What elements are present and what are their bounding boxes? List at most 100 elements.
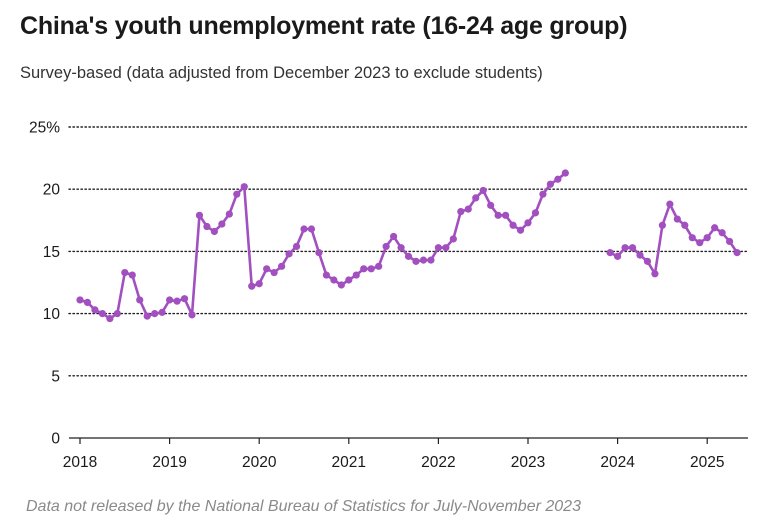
data-point: [643, 257, 652, 265]
data-point: [360, 265, 368, 273]
data-point: [375, 262, 383, 270]
data-point: [106, 314, 114, 323]
data-point: [658, 221, 667, 229]
data-point: [711, 224, 719, 232]
data-point: [614, 252, 622, 260]
data-point: [703, 234, 711, 242]
data-point: [292, 242, 301, 251]
data-point: [509, 221, 517, 229]
y-tick-label: 10: [43, 306, 61, 323]
chart-footnote: Data not released by the National Bureau…: [26, 498, 581, 515]
data-point: [397, 244, 405, 252]
data-point: [681, 221, 689, 229]
data-point: [733, 249, 741, 257]
y-tick-label: 5: [51, 368, 60, 385]
data-point: [352, 271, 360, 279]
data-point: [255, 280, 263, 288]
data-point: [83, 298, 92, 306]
data-point: [419, 256, 428, 264]
data-point: [539, 190, 547, 198]
x-tick-label: 2020: [242, 454, 277, 471]
x-tick-label: 2019: [152, 454, 186, 471]
data-point: [136, 296, 144, 304]
data-point: [621, 244, 629, 252]
data-point: [166, 296, 174, 304]
data-point: [330, 276, 338, 284]
x-tick-label: 2022: [421, 454, 455, 471]
data-point: [494, 211, 502, 219]
data-point: [121, 268, 129, 277]
data-point: [390, 232, 398, 241]
data-point: [434, 244, 442, 252]
data-point: [285, 250, 293, 258]
data-point: [546, 180, 555, 188]
chart-subtitle: Survey-based (data adjusted from Decembe…: [20, 64, 543, 82]
series-line-2: [608, 202, 739, 276]
data-point: [502, 211, 510, 219]
data-point: [666, 200, 674, 208]
data-point: [726, 237, 734, 246]
data-point: [651, 270, 659, 278]
data-point: [173, 297, 181, 305]
data-point: [203, 222, 211, 231]
data-point: [270, 268, 278, 277]
data-point: [487, 201, 495, 209]
x-tick-label: 2024: [600, 454, 635, 471]
data-point: [98, 310, 106, 318]
data-point: [218, 220, 226, 228]
data-point: [516, 226, 525, 234]
data-point: [188, 311, 196, 319]
data-point: [248, 282, 256, 290]
data-point: [636, 251, 644, 259]
data-point: [337, 281, 345, 289]
y-tick-label: 25%: [29, 120, 60, 137]
data-point: [464, 205, 472, 213]
gridlines: [68, 126, 749, 377]
data-point: [278, 262, 286, 270]
data-point: [233, 190, 241, 198]
series-points: [76, 169, 741, 323]
data-point: [382, 242, 390, 251]
data-point: [442, 244, 450, 252]
data-point: [688, 234, 696, 242]
data-point: [524, 219, 532, 227]
data-point: [457, 207, 465, 216]
data-point: [158, 308, 166, 316]
data-point: [449, 235, 457, 243]
data-point: [554, 175, 562, 183]
data-point: [91, 306, 99, 314]
data-point: [628, 244, 637, 252]
y-tick-label: 15: [43, 244, 60, 261]
data-point: [673, 215, 681, 223]
data-point: [322, 271, 330, 279]
x-tick-label: 2021: [332, 454, 366, 471]
data-point: [412, 257, 420, 265]
data-point: [263, 265, 271, 273]
data-point: [472, 194, 480, 202]
chart-title: China's youth unemployment rate (16-24 a…: [20, 12, 628, 40]
data-point: [195, 211, 204, 219]
data-point: [718, 229, 726, 237]
x-tick-label: 2025: [690, 454, 724, 471]
data-point: [345, 276, 353, 284]
data-point: [696, 239, 704, 247]
data-point: [561, 169, 569, 177]
y-tick-label: 20: [43, 182, 61, 199]
data-point: [404, 252, 413, 260]
data-point: [531, 209, 540, 217]
x-tick-label: 2023: [511, 454, 545, 471]
data-point: [367, 265, 375, 273]
data-point: [76, 296, 84, 304]
data-point: [113, 310, 121, 318]
data-point: [240, 183, 248, 191]
data-point: [151, 310, 159, 318]
data-point: [143, 312, 151, 320]
y-axis-tick-labels: 0 5 10 15 20 25%: [29, 120, 60, 448]
data-point: [225, 210, 233, 218]
data-point: [210, 227, 218, 236]
data-point: [315, 249, 323, 257]
data-point: [606, 249, 614, 257]
data-point: [180, 295, 189, 303]
data-point: [128, 271, 136, 279]
